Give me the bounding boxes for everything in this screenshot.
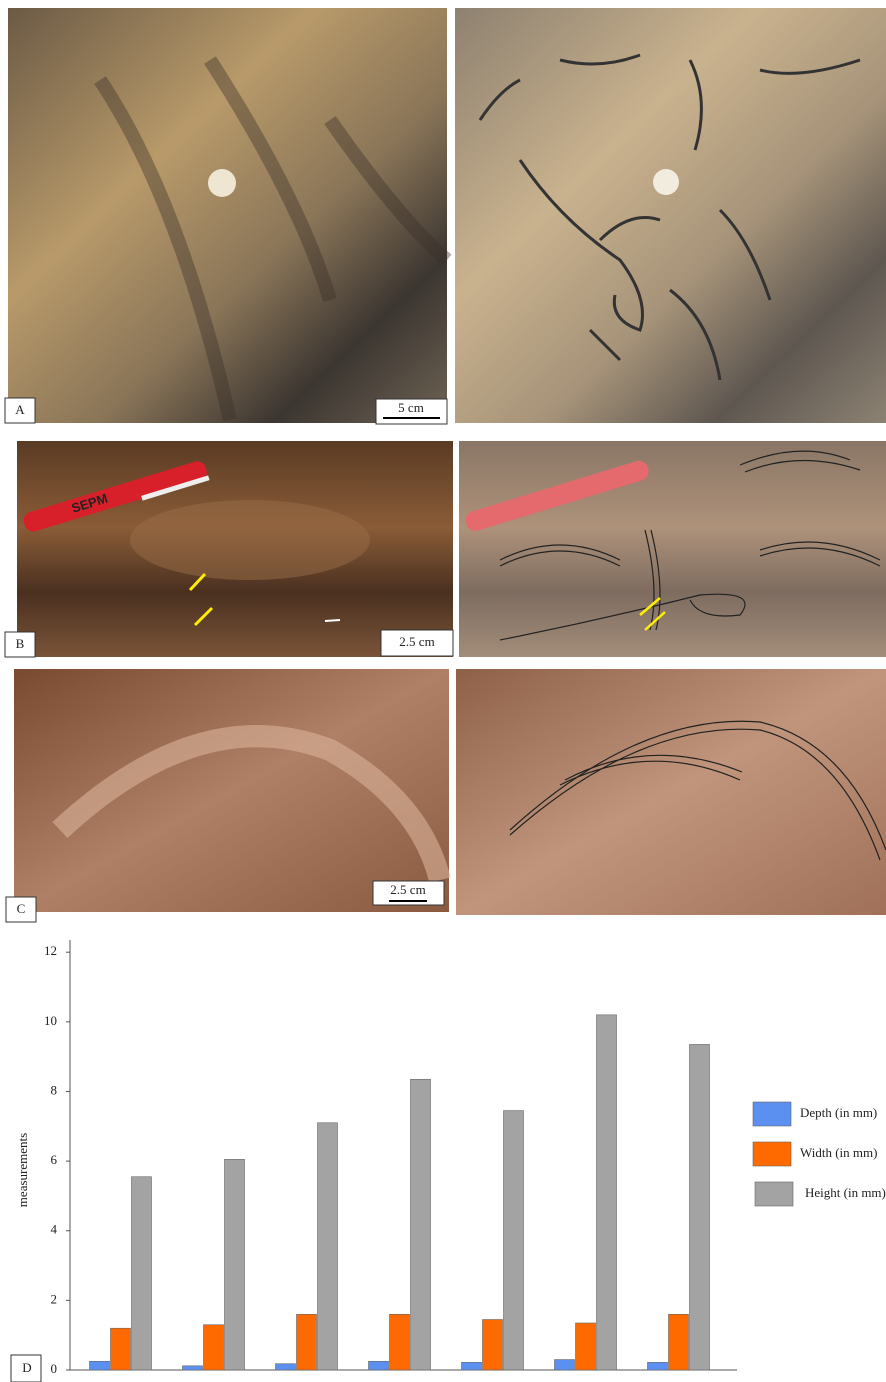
bar-chart: measurements D <box>11 940 737 1382</box>
bar <box>369 1361 389 1370</box>
legend-swatch <box>753 1142 791 1166</box>
legend-label: Depth (in mm) <box>800 1105 877 1120</box>
legend-swatch <box>753 1102 791 1126</box>
photo <box>8 8 447 423</box>
panel-label: C <box>17 901 26 916</box>
y-tick-label: 6 <box>51 1152 58 1167</box>
scale-label: 2.5 cm <box>390 882 425 897</box>
panel-label: A <box>15 402 25 417</box>
legend-label: Height (in mm) <box>805 1185 886 1200</box>
bar <box>390 1314 410 1370</box>
bar <box>462 1362 482 1370</box>
legend-label: Width (in mm) <box>800 1145 877 1160</box>
bar <box>555 1360 575 1370</box>
coin <box>653 169 679 195</box>
photo <box>456 669 886 915</box>
bar <box>318 1123 338 1370</box>
panel-label: B <box>16 636 25 651</box>
arrow <box>325 620 340 621</box>
panel-a: A 5 cm <box>5 8 886 424</box>
legend-swatch <box>755 1182 793 1206</box>
bar <box>411 1079 431 1370</box>
y-tick-label: 2 <box>51 1291 58 1306</box>
bar <box>132 1177 152 1370</box>
panel-c: C 2.5 cm <box>6 669 886 922</box>
bar <box>111 1328 131 1370</box>
bar <box>669 1314 689 1370</box>
bar <box>597 1015 617 1370</box>
bar <box>204 1325 224 1370</box>
bar <box>483 1320 503 1370</box>
bar <box>183 1366 203 1370</box>
bar <box>576 1323 596 1370</box>
scale-label: 2.5 cm <box>399 634 434 649</box>
bar <box>648 1362 668 1370</box>
bar <box>225 1159 245 1370</box>
bar <box>90 1361 110 1370</box>
coin <box>208 169 236 197</box>
ridge <box>130 500 370 580</box>
bar <box>504 1111 524 1370</box>
panel-b: SEPM B 2.5 cm <box>5 441 886 657</box>
bar <box>690 1044 710 1370</box>
bar <box>297 1314 317 1370</box>
y-tick-label: 4 <box>51 1222 58 1237</box>
scale-label: 5 cm <box>398 400 424 415</box>
y-axis-label: measurements <box>15 1133 30 1207</box>
figure: A 5 cm SEPM B 2.5 cm <box>0 0 886 1382</box>
y-tick-label: 12 <box>44 943 57 958</box>
y-tick-label: 0 <box>51 1361 58 1376</box>
y-tick-label: 8 <box>51 1082 58 1097</box>
panel-label: D <box>22 1360 31 1375</box>
y-tick-label: 10 <box>44 1013 57 1028</box>
bar <box>276 1364 296 1370</box>
